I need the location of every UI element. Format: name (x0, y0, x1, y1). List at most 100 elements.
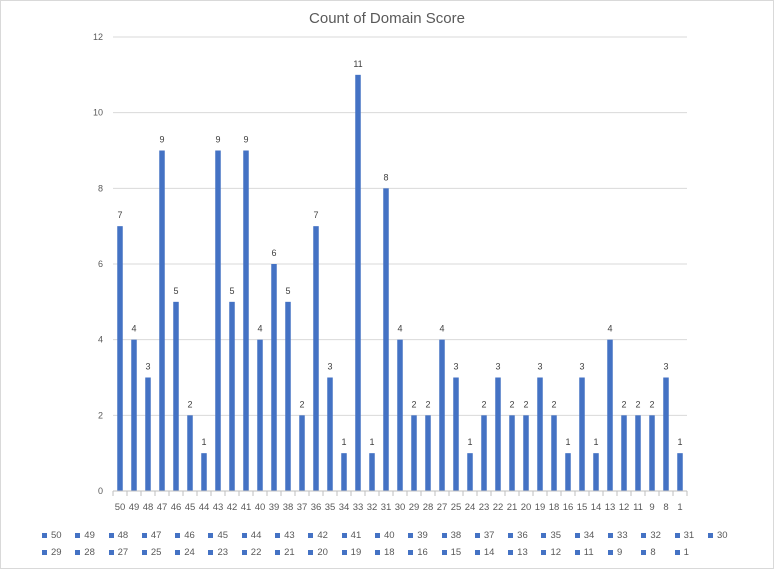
legend-item-25: 25 (141, 544, 175, 561)
data-label-35: 3 (327, 362, 332, 372)
legend-swatch (408, 533, 414, 538)
category-label-21: 21 (507, 502, 518, 513)
category-label-13: 13 (605, 502, 616, 513)
legend-label: 31 (683, 530, 695, 541)
legend-item-14: 14 (474, 544, 508, 561)
data-label-44: 1 (201, 437, 206, 447)
legend-swatch (474, 550, 480, 555)
legend-swatch (175, 550, 181, 555)
category-label-40: 40 (255, 502, 266, 513)
legend-item-32: 32 (641, 527, 674, 544)
legend-swatch (141, 533, 147, 538)
legend-item-46: 46 (175, 527, 208, 544)
category-label-22: 22 (493, 502, 504, 513)
legend-swatch (374, 550, 380, 555)
bar-28 (425, 415, 431, 491)
data-label-14: 1 (593, 437, 598, 447)
category-label-48: 48 (143, 502, 154, 513)
legend-swatch (108, 550, 114, 555)
legend-swatch (308, 550, 314, 555)
legend-label: 46 (184, 530, 195, 541)
legend-item-34: 34 (574, 527, 608, 544)
legend-item-33: 33 (608, 527, 641, 544)
legend-item-43: 43 (275, 527, 308, 544)
legend-label: 35 (550, 530, 562, 541)
legend-item-37: 37 (474, 527, 508, 544)
bar-29 (411, 415, 417, 491)
legend-swatch (674, 533, 680, 538)
category-label-28: 28 (423, 502, 434, 513)
data-label-32: 1 (369, 437, 374, 447)
legend-label: 1 (683, 547, 689, 558)
data-label-42: 5 (229, 286, 234, 296)
legend-item-38: 38 (441, 527, 475, 544)
legend-label: 48 (117, 530, 129, 541)
bar-19 (537, 377, 543, 491)
legend-swatch (341, 550, 347, 555)
bar-22 (495, 377, 501, 491)
legend-label: 49 (84, 530, 95, 541)
data-label-13: 4 (607, 324, 612, 334)
legend-item-30: 30 (707, 527, 741, 544)
y-tick-label: 12 (93, 32, 103, 42)
legend-swatch (241, 533, 247, 538)
legend-label: 27 (117, 547, 129, 558)
category-label-39: 39 (269, 502, 280, 513)
legend-label: 36 (517, 530, 528, 541)
bar-42 (229, 301, 235, 491)
legend-item-18: 18 (374, 544, 408, 561)
legend-item-42: 42 (308, 527, 341, 544)
legend-item-24: 24 (175, 544, 208, 561)
bar-45 (187, 415, 193, 491)
legend-label: 43 (284, 530, 295, 541)
category-label-23: 23 (479, 502, 490, 513)
legend-swatch (441, 533, 447, 538)
category-label-49: 49 (129, 502, 140, 513)
category-label-18: 18 (549, 502, 560, 513)
legend-swatch (341, 533, 347, 538)
data-label-9: 2 (649, 399, 654, 409)
bar-44 (201, 453, 207, 491)
data-label-27: 4 (439, 324, 444, 334)
legend-item-40: 40 (374, 527, 408, 544)
legend-label: 45 (217, 530, 229, 541)
data-label-49: 4 (131, 324, 136, 334)
category-label-37: 37 (297, 502, 308, 513)
legend-label: 22 (250, 547, 262, 558)
legend-item-36: 36 (508, 527, 541, 544)
bar-35 (327, 377, 333, 491)
bar-34 (341, 453, 347, 491)
legend-label: 23 (217, 547, 229, 558)
data-label-19: 3 (537, 362, 542, 372)
legend-label: 32 (650, 530, 661, 541)
bar-25 (453, 377, 459, 491)
y-tick-label: 0 (98, 486, 103, 496)
y-tick-label: 2 (98, 410, 103, 420)
bar-23 (481, 415, 487, 491)
legend-item-35: 35 (541, 527, 574, 544)
legend-label: 44 (250, 530, 262, 541)
data-label-1: 1 (677, 437, 682, 447)
legend-item-16: 16 (408, 544, 441, 561)
category-label-34: 34 (339, 502, 350, 513)
data-label-29: 2 (411, 399, 416, 409)
data-label-48: 3 (145, 362, 150, 372)
category-label-33: 33 (353, 502, 364, 513)
category-label-41: 41 (241, 502, 252, 513)
legend-item-21: 21 (275, 544, 308, 561)
data-label-38: 5 (285, 286, 290, 296)
category-label-15: 15 (577, 502, 588, 513)
legend-swatch (641, 533, 647, 538)
legend-item-19: 19 (341, 544, 375, 561)
legend-item-13: 13 (508, 544, 541, 561)
legend-item-22: 22 (241, 544, 275, 561)
legend-item-9: 9 (608, 544, 641, 561)
category-label-27: 27 (437, 502, 448, 513)
category-label-43: 43 (213, 502, 224, 513)
legend: 50 49 48 47 46 45 44 43 42 41 40 39 38 37 36 35 34 33 32 31… (42, 527, 742, 561)
legend-swatch (141, 550, 147, 555)
category-label-20: 20 (521, 502, 532, 513)
category-label-19: 19 (535, 502, 546, 513)
category-label-35: 35 (325, 502, 336, 513)
